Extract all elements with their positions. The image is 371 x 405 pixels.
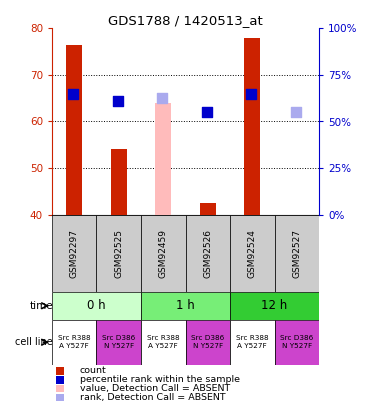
- Bar: [275, 320, 319, 364]
- Text: Src R388
A Y527F: Src R388 A Y527F: [147, 335, 180, 349]
- Text: Src D386
N Y527F: Src D386 N Y527F: [191, 335, 224, 349]
- Text: time: time: [29, 301, 53, 311]
- Bar: [111, 149, 127, 215]
- Text: GSM92459: GSM92459: [159, 229, 168, 277]
- Bar: [230, 320, 275, 364]
- Bar: [200, 203, 216, 215]
- Bar: [52, 215, 96, 292]
- Point: [293, 109, 299, 115]
- Text: rank, Detection Call = ABSENT: rank, Detection Call = ABSENT: [80, 393, 226, 402]
- Text: Src R388
A Y527F: Src R388 A Y527F: [236, 335, 269, 349]
- Text: percentile rank within the sample: percentile rank within the sample: [80, 375, 240, 384]
- Text: GDS1788 / 1420513_at: GDS1788 / 1420513_at: [108, 14, 263, 27]
- Text: GSM92525: GSM92525: [114, 229, 123, 277]
- Bar: [52, 320, 96, 364]
- Text: 1 h: 1 h: [176, 299, 195, 312]
- Bar: [141, 320, 186, 364]
- Point: [249, 90, 255, 97]
- Bar: [96, 320, 141, 364]
- Bar: [141, 215, 186, 292]
- Text: value, Detection Call = ABSENT: value, Detection Call = ABSENT: [80, 384, 230, 393]
- Text: GSM92524: GSM92524: [248, 229, 257, 277]
- Bar: [66, 45, 82, 215]
- Text: GSM92297: GSM92297: [70, 229, 79, 277]
- Point: [160, 95, 165, 101]
- Point: [204, 109, 210, 115]
- Text: Src D386
N Y527F: Src D386 N Y527F: [102, 335, 135, 349]
- Text: 12 h: 12 h: [262, 299, 288, 312]
- Text: Src R388
A Y527F: Src R388 A Y527F: [58, 335, 91, 349]
- Bar: [230, 215, 275, 292]
- Text: GSM92526: GSM92526: [203, 229, 212, 277]
- Bar: [230, 292, 319, 320]
- Text: count: count: [80, 367, 106, 375]
- Bar: [275, 215, 319, 292]
- Text: GSM92527: GSM92527: [292, 229, 301, 277]
- Bar: [96, 215, 141, 292]
- Bar: [186, 215, 230, 292]
- Bar: [141, 292, 230, 320]
- Text: 0 h: 0 h: [87, 299, 106, 312]
- Text: Src D386
N Y527F: Src D386 N Y527F: [280, 335, 313, 349]
- Point: [70, 90, 76, 97]
- Text: cell line: cell line: [15, 337, 53, 347]
- Point: [115, 97, 121, 104]
- Bar: [244, 38, 260, 215]
- Bar: [155, 103, 171, 215]
- Bar: [186, 320, 230, 364]
- Bar: [52, 292, 141, 320]
